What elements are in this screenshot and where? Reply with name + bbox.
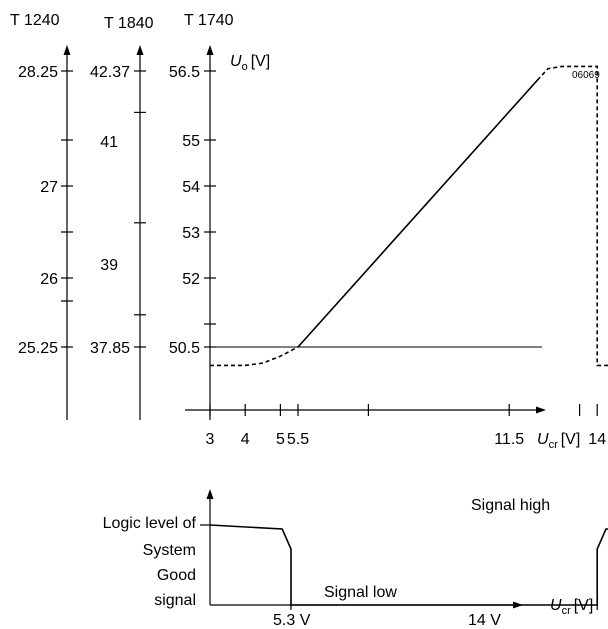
- tick-group: 3455.511.5141650.55253545556.537.8539414…: [18, 64, 606, 610]
- figure-id: 06069: [572, 70, 600, 81]
- header-t1840: T 1840: [104, 15, 154, 32]
- t1840-tick-label: 37.85: [90, 340, 130, 357]
- curve-segment-3: [536, 65, 608, 367]
- lower-ylabel-line-4: signal: [154, 592, 196, 609]
- axis-t1740-arrow: [206, 45, 214, 55]
- curve-segment-2: [297, 79, 538, 348]
- y-axis-label: Uo [V]: [230, 53, 270, 73]
- t1240-tick-label: 26: [40, 271, 58, 288]
- axis-t1240-arrow: [63, 45, 71, 55]
- annotation-signal-low: Signal low: [324, 584, 397, 601]
- lower-x-axis-label: Ucr [V]: [550, 597, 593, 617]
- t1840-tick-label: 41: [100, 134, 118, 151]
- t1840-tick-label: 42.37: [90, 64, 130, 81]
- t1740-tick-label: 53: [182, 225, 200, 242]
- x-tick-label: 4: [241, 431, 250, 448]
- t1240-tick-label: 27: [40, 179, 58, 196]
- t1740-tick-label: 50.5: [169, 340, 200, 357]
- lower-ylabel-line-1: Logic level of: [103, 515, 197, 532]
- axis-t1840-arrow: [136, 45, 144, 55]
- t1740-tick-label: 56.5: [169, 64, 200, 81]
- t1240-tick-label: 25.25: [18, 340, 58, 357]
- lower-y-axis-arrow: [206, 489, 214, 499]
- curve-group: [209, 65, 608, 606]
- t1840-tick-label: 39: [100, 257, 118, 274]
- x-tick-label: 5.5: [287, 431, 309, 448]
- x-tick-label: 14: [588, 431, 606, 448]
- x-axis-arrow: [536, 406, 546, 414]
- x-tick-label: 3: [206, 431, 215, 448]
- marker-5-3v: 5.3 V: [273, 612, 311, 629]
- x-tick-label: 11.5: [494, 431, 524, 448]
- t1740-tick-label: 55: [182, 133, 200, 150]
- annotation-signal-high: Signal high: [471, 497, 550, 514]
- lower-ylabel-line-2: System: [143, 542, 196, 559]
- t1740-tick-label: 52: [182, 271, 200, 288]
- lower-x-axis-arrow: [513, 601, 523, 609]
- logic-signal-curve: [209, 524, 608, 606]
- header-t1240: T 1240: [10, 12, 60, 29]
- lower-ylabel-line-3: Good: [157, 567, 196, 584]
- x-tick-label: 5: [276, 431, 285, 448]
- t1240-tick-label: 28.25: [18, 64, 58, 81]
- curve-segment-1: [210, 346, 299, 367]
- x-axis-label: Ucr [V]: [537, 431, 580, 451]
- header-t1740: T 1740: [184, 12, 234, 29]
- t1740-tick-label: 54: [182, 179, 200, 196]
- marker-14v: 14 V: [468, 612, 501, 629]
